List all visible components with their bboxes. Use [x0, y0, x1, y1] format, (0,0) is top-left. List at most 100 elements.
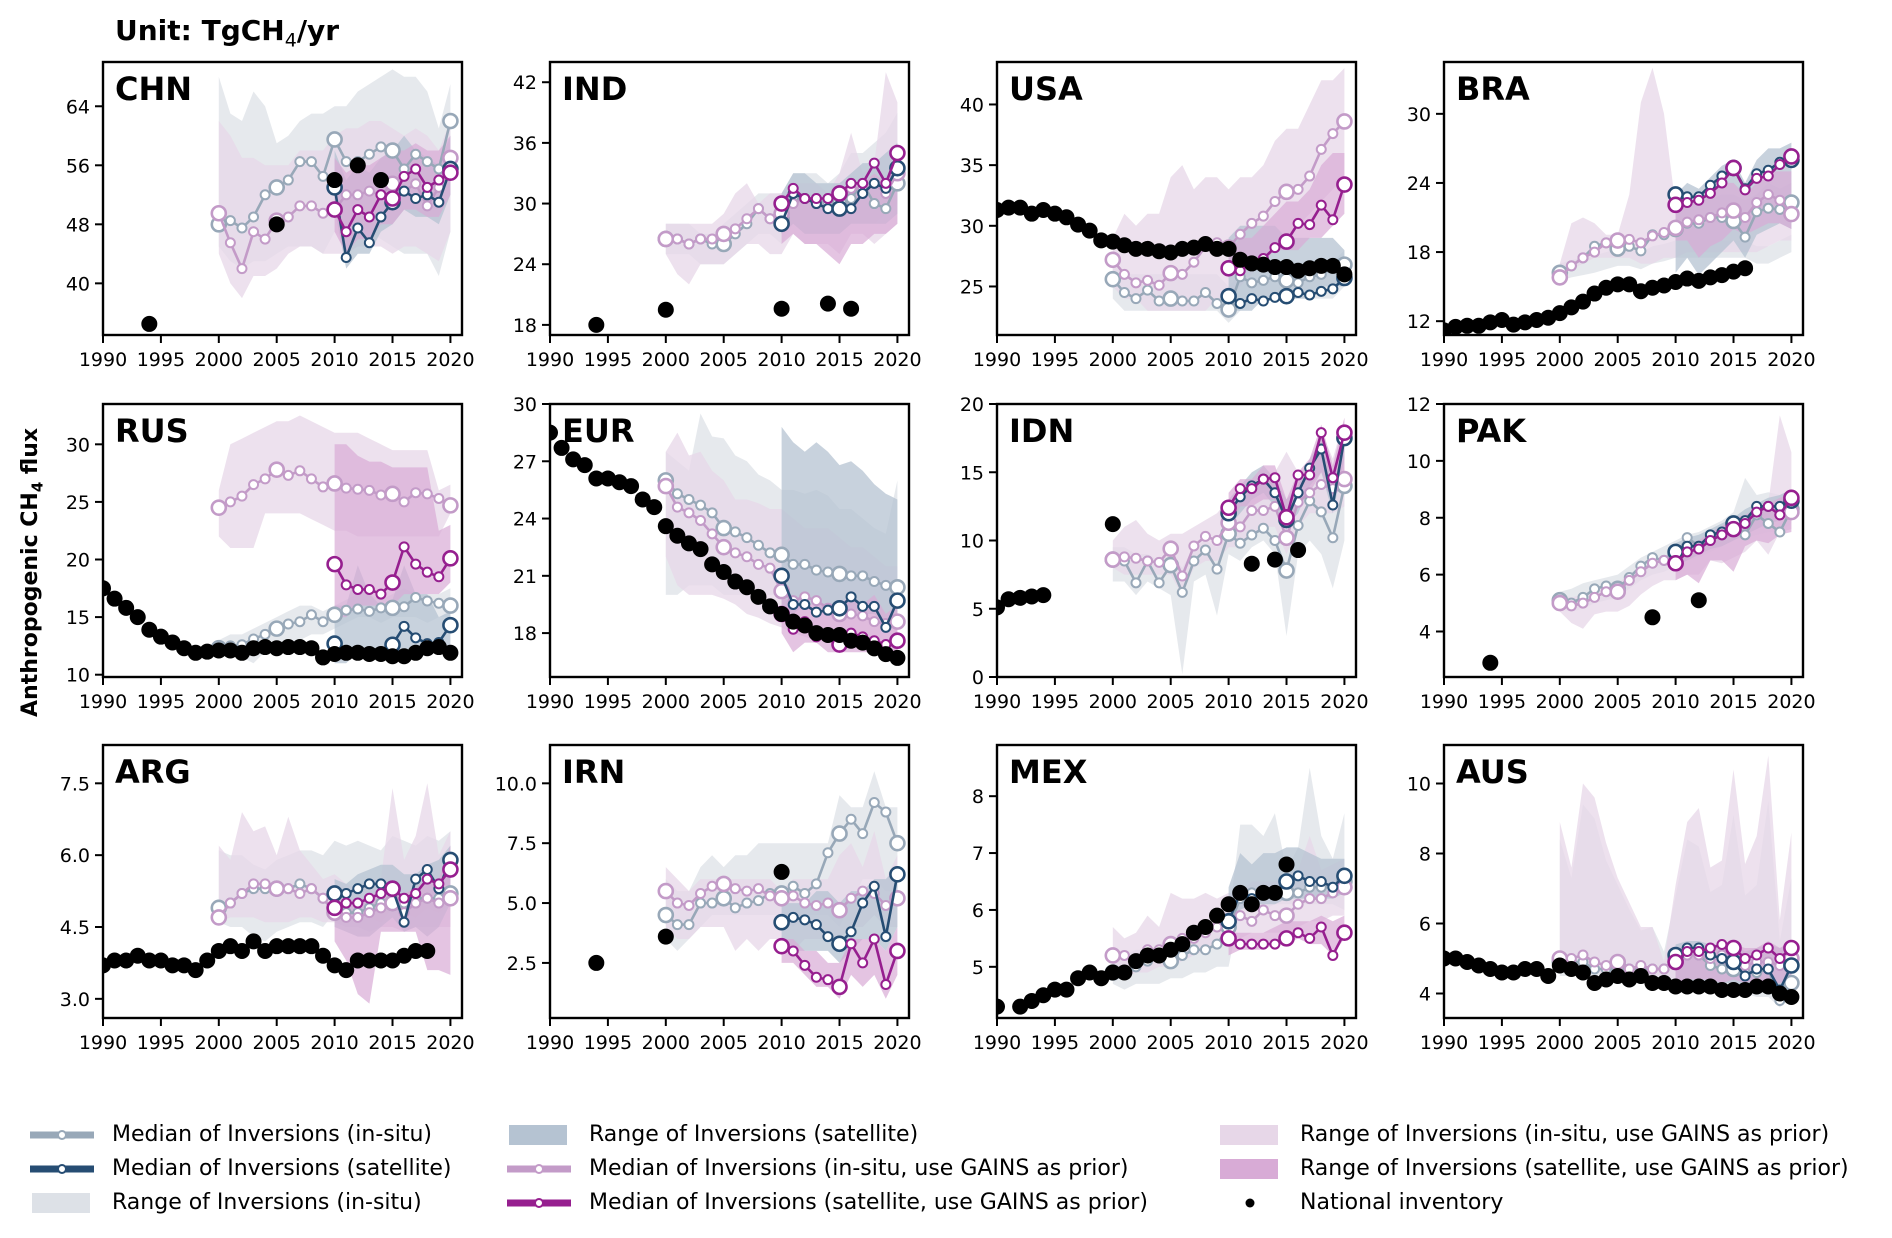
legend-label: Range of Inversions (satellite, use GAIN…: [1300, 1156, 1849, 1181]
national-inventory-point: [268, 216, 285, 233]
median-insitu-point: [1278, 272, 1295, 289]
median-satellite-gains-point: [352, 897, 364, 909]
x-tick-label: 2010: [757, 1032, 805, 1054]
median-insitu-point: [1739, 231, 1751, 243]
median-insitu-gains-point: [1315, 893, 1327, 905]
median-satellite-gains-point: [1315, 427, 1327, 439]
x-tick-label: 1995: [1031, 691, 1079, 713]
median-satellite-gains-point: [773, 937, 790, 955]
median-satellite-gains-point: [1704, 942, 1716, 954]
panel-title: IND: [562, 70, 627, 108]
median-satellite-gains-point: [1278, 930, 1295, 947]
median-insitu-gains-point: [236, 887, 248, 899]
median-insitu-point: [352, 603, 364, 615]
median-satellite-gains-point: [1681, 946, 1693, 957]
median-satellite-point: [421, 864, 433, 876]
median-satellite-gains-point: [398, 170, 410, 182]
y-tick-label: 5.0: [507, 893, 537, 915]
national-inventory-point: [819, 627, 836, 643]
median-satellite-point: [340, 252, 352, 264]
median-satellite-gains-point: [1739, 953, 1751, 964]
national-inventory-point: [715, 564, 732, 580]
national-inventory-point: [1459, 317, 1476, 334]
median-insitu-point: [363, 148, 375, 160]
median-satellite-gains-point: [1336, 924, 1353, 941]
median-satellite-point: [845, 203, 857, 215]
median-insitu-gains-point: [375, 902, 387, 914]
median-insitu-gains-point: [268, 461, 286, 478]
median-insitu-point: [787, 880, 799, 892]
y-tick-label: 10: [1407, 774, 1431, 796]
median-insitu-point: [1315, 506, 1327, 518]
national-inventory-point: [1104, 964, 1121, 981]
median-satellite-point: [363, 878, 375, 890]
unit-label: Unit: TgCH4/yr: [115, 14, 340, 52]
median-satellite-point: [352, 222, 364, 234]
y-tick-label: 12: [1407, 311, 1431, 333]
median-insitu-point: [294, 878, 306, 890]
x-tick-label: 2015: [815, 1032, 863, 1054]
national-inventory-point: [141, 315, 158, 332]
median-insitu-point: [1292, 519, 1304, 531]
median-insitu-gains-point: [1211, 921, 1223, 933]
axes-frame: [995, 60, 1358, 337]
median-insitu-gains-point: [1162, 264, 1180, 282]
y-tick-label: 8: [1419, 508, 1431, 530]
y-tick-label: 7.5: [507, 833, 537, 855]
median-insitu-point: [822, 847, 834, 859]
median-insitu-gains-point: [1658, 963, 1670, 975]
national-inventory-point: [1000, 199, 1017, 216]
median-satellite-gains-point: [326, 201, 343, 218]
x-tick-label: 2015: [1709, 1032, 1757, 1054]
median-satellite-gains-point: [352, 583, 364, 595]
median-insitu-gains-point: [1118, 551, 1130, 563]
median-satellite-gains-point: [831, 978, 848, 996]
y-tick-label: 6: [1419, 914, 1431, 936]
median-insitu-point: [294, 616, 306, 628]
median-insitu-gains-point: [305, 883, 317, 895]
national-inventory-point: [1760, 978, 1777, 995]
median-insitu-point: [868, 198, 880, 210]
legend-column-3: Range of Inversions (in-situ, use GAINS …: [1216, 1118, 1849, 1220]
x-tick-label: 1995: [137, 349, 185, 371]
median-insitu-gains-point: [294, 887, 306, 899]
legend-item-median-insitu: Median of Inversions (in-situ): [28, 1118, 451, 1152]
national-inventory-point: [326, 645, 343, 662]
median-insitu-gains-point: [375, 489, 387, 501]
median-satellite-gains-point: [889, 942, 906, 960]
national-inventory-point: [268, 938, 285, 955]
y-tick-label: 5: [972, 957, 984, 979]
y-tick-label: 12: [1407, 394, 1431, 416]
national-inventory-point: [1748, 978, 1765, 995]
national-inventory-point: [1679, 978, 1696, 995]
median-satellite-gains-point: [1762, 942, 1774, 954]
median-insitu-gains-point: [1104, 551, 1122, 568]
median-insitu-point: [810, 878, 822, 890]
median-satellite-gains-point: [384, 880, 401, 897]
national-inventory-point: [1116, 964, 1133, 981]
x-tick-label: 2005: [253, 691, 301, 713]
national-inventory-point: [738, 579, 755, 596]
median-insitu-gains-point: [1104, 947, 1122, 964]
median-insitu-gains-point: [1176, 268, 1188, 280]
y-tick-label: 40: [66, 273, 90, 295]
median-insitu-gains-point: [752, 558, 764, 570]
national-inventory-point: [164, 957, 181, 974]
median-satellite-point: [1304, 289, 1316, 301]
median-insitu-point: [715, 889, 733, 907]
y-tick-label: 0: [972, 667, 984, 689]
national-inventory-point: [1725, 982, 1742, 998]
national-inventory-point: [233, 942, 250, 959]
x-tick-label: 1995: [584, 691, 632, 713]
median-insitu-point: [1269, 535, 1281, 546]
median-insitu-point: [442, 112, 459, 130]
y-tick-label: 3.0: [60, 989, 90, 1011]
x-tick-label: 1990: [526, 691, 574, 713]
median-insitu-gains-point: [1153, 279, 1165, 291]
national-inventory-point: [245, 640, 262, 657]
x-tick-label: 1990: [79, 1032, 127, 1054]
median-insitu-gains-point: [410, 897, 422, 909]
x-tick-label: 1995: [584, 1032, 632, 1054]
national-inventory-point: [1266, 884, 1283, 901]
axes-frame: [101, 743, 464, 1020]
